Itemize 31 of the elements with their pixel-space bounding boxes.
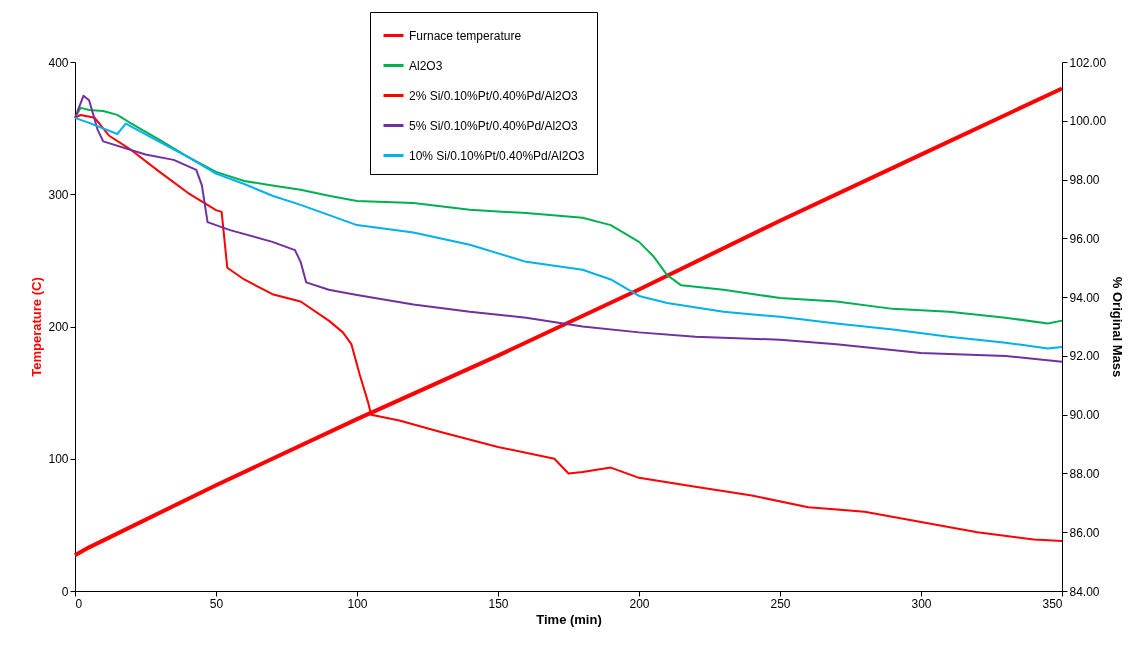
y2-tick-label: 90.00 — [1069, 408, 1100, 423]
y-tick-label: 300 — [48, 187, 69, 202]
legend-label: 2% Si/0.10%Pt/0.40%Pd/Al2O3 — [409, 88, 579, 103]
legend-label: 10% Si/0.10%Pt/0.40%Pd/Al2O3 — [409, 148, 585, 163]
y-tick-label: 200 — [48, 320, 69, 334]
y2-tick-label: 98.00 — [1069, 173, 1100, 188]
x-axis-title: Time (min) — [536, 611, 602, 627]
legend-label: Furnace temperature — [409, 28, 522, 43]
x-tick-label: 50 — [209, 596, 224, 611]
y-tick-label: 400 — [48, 55, 69, 70]
x-tick-label: 0 — [75, 596, 83, 611]
y2-tick-label: 102.00 — [1069, 55, 1107, 70]
x-tick-label: 250 — [770, 596, 791, 611]
x-tick-label: 300 — [911, 596, 932, 611]
x-tick-label: 350 — [1042, 596, 1063, 611]
y-tick-label: 100 — [48, 452, 69, 467]
legend-label: Al2O3 — [409, 58, 443, 73]
legend-label: 5% Si/0.10%Pt/0.40%Pd/Al2O3 — [409, 118, 579, 133]
y2-tick-label: 86.00 — [1069, 525, 1100, 540]
y2-tick-label: 92.00 — [1069, 349, 1100, 364]
y2-tick-label: 84.00 — [1069, 584, 1100, 599]
x-tick-label: 200 — [629, 596, 650, 611]
y2-tick-label: 88.00 — [1069, 466, 1100, 481]
y2-tick-label: 96.00 — [1069, 231, 1100, 246]
y2-tick-label: 94.00 — [1069, 290, 1100, 305]
y-axis-title: Temperature (C) — [29, 277, 45, 377]
y2-tick-label: 100.00 — [1069, 114, 1107, 129]
y2-axis-title: % Original Mass — [1110, 276, 1126, 378]
y-tick-label: 0 — [61, 584, 69, 599]
x-tick-label: 150 — [488, 596, 509, 611]
x-tick-label: 100 — [347, 596, 368, 611]
